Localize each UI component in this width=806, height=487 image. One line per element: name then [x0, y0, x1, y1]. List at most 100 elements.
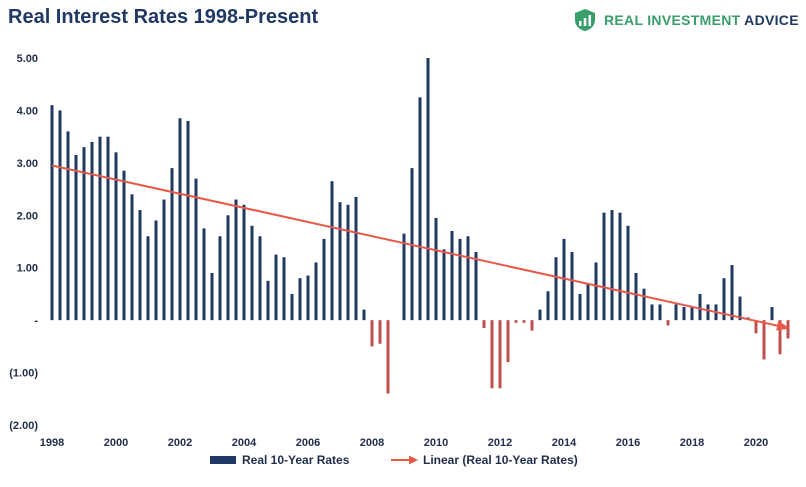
bar [130, 194, 134, 321]
bar [274, 254, 278, 321]
bar [698, 293, 702, 321]
y-tick-label: 4.00 [17, 105, 38, 117]
bar [754, 320, 758, 334]
bar [162, 199, 166, 321]
bar [610, 210, 614, 321]
x-tick-label: 2020 [744, 437, 768, 449]
bar [506, 320, 510, 363]
legend-label-bars: Real 10-Year Rates [242, 453, 350, 467]
bar [178, 118, 182, 321]
bar [642, 288, 646, 321]
bar [298, 278, 302, 321]
bar [362, 309, 366, 321]
bar [466, 236, 470, 321]
x-tick-label: 2010 [424, 437, 448, 449]
y-tick-label: 5.00 [17, 53, 38, 65]
bar [50, 105, 54, 321]
bar [738, 296, 742, 321]
y-axis-ticks: 5.00 4.00 3.00 2.00 1.00 - (1.00) (2.00) [9, 53, 38, 432]
brand-logo-group: REAL INVESTMENT ADVICE [574, 8, 799, 32]
legend-label-trend: Linear (Real 10-Year Rates) [423, 453, 578, 467]
bar [514, 320, 518, 323]
bar [170, 168, 174, 321]
bar [594, 262, 598, 321]
legend: Real 10-Year Rates Linear (Real 10-Year R… [210, 453, 578, 467]
bar [146, 236, 150, 321]
bar [186, 120, 190, 321]
bar [786, 320, 790, 339]
x-tick-label: 2018 [680, 437, 704, 449]
y-tick-label: 1.00 [17, 263, 38, 275]
bar [370, 320, 374, 347]
x-tick-label: 2016 [616, 437, 640, 449]
bar [522, 320, 526, 323]
bar [538, 309, 542, 321]
bar [578, 293, 582, 321]
bar [658, 304, 662, 321]
y-tick-label: (1.00) [9, 368, 38, 380]
y-tick-label: 2.00 [17, 210, 38, 222]
bar [58, 110, 62, 321]
bar [498, 320, 502, 389]
y-tick-label: - [34, 315, 38, 327]
x-tick-label: 2012 [488, 437, 512, 449]
bar-series [50, 58, 790, 394]
bar [218, 236, 222, 321]
bar [114, 152, 118, 321]
bar [250, 225, 254, 321]
bar [450, 231, 454, 321]
bar [426, 58, 430, 321]
shield-bars-icon [575, 9, 595, 31]
bar [666, 320, 670, 326]
y-tick-label: (2.00) [9, 420, 38, 432]
bar [778, 320, 782, 355]
bar [402, 233, 406, 321]
brand-name: REAL INVESTMENT ADVICE [604, 12, 799, 28]
bar [634, 272, 638, 321]
bar [266, 280, 270, 321]
bar [66, 131, 70, 321]
bar [602, 212, 606, 321]
bar [458, 238, 462, 321]
legend-swatch-bars [210, 456, 236, 464]
bar [330, 181, 334, 321]
bar [442, 249, 446, 321]
bar [322, 238, 326, 321]
bar [482, 320, 486, 329]
bar [258, 236, 262, 321]
bar [570, 251, 574, 321]
brand-name-word2: ADVICE [744, 12, 799, 28]
bar [354, 196, 358, 321]
x-tick-label: 2008 [360, 437, 384, 449]
bar [138, 210, 142, 321]
bar [226, 215, 230, 321]
bar [306, 275, 310, 321]
bar [74, 154, 78, 321]
bar [122, 170, 126, 321]
bar [618, 212, 622, 321]
y-tick-label: 3.00 [17, 158, 38, 170]
bar [106, 136, 110, 321]
bar [682, 307, 686, 321]
bar [650, 304, 654, 321]
bar [722, 278, 726, 321]
bar [346, 204, 350, 321]
bar [434, 217, 438, 321]
bar [98, 136, 102, 321]
trend-line [51, 164, 789, 329]
brand-name-word1: REAL INVESTMENT [604, 12, 741, 28]
bar [202, 228, 206, 321]
bar [474, 251, 478, 321]
bar [386, 320, 390, 394]
chart-title: Real Interest Rates 1998-Present [8, 6, 319, 28]
bar [154, 220, 158, 321]
bar [674, 304, 678, 321]
bar [706, 304, 710, 321]
bar [194, 178, 198, 321]
x-tick-label: 2014 [552, 437, 577, 449]
bar [282, 257, 286, 321]
bar [530, 320, 534, 331]
x-axis-ticks: 1998 2000 2002 2004 2006 2008 2010 2012 2014 2016… [40, 437, 768, 449]
bar [242, 204, 246, 321]
bar [378, 320, 382, 344]
